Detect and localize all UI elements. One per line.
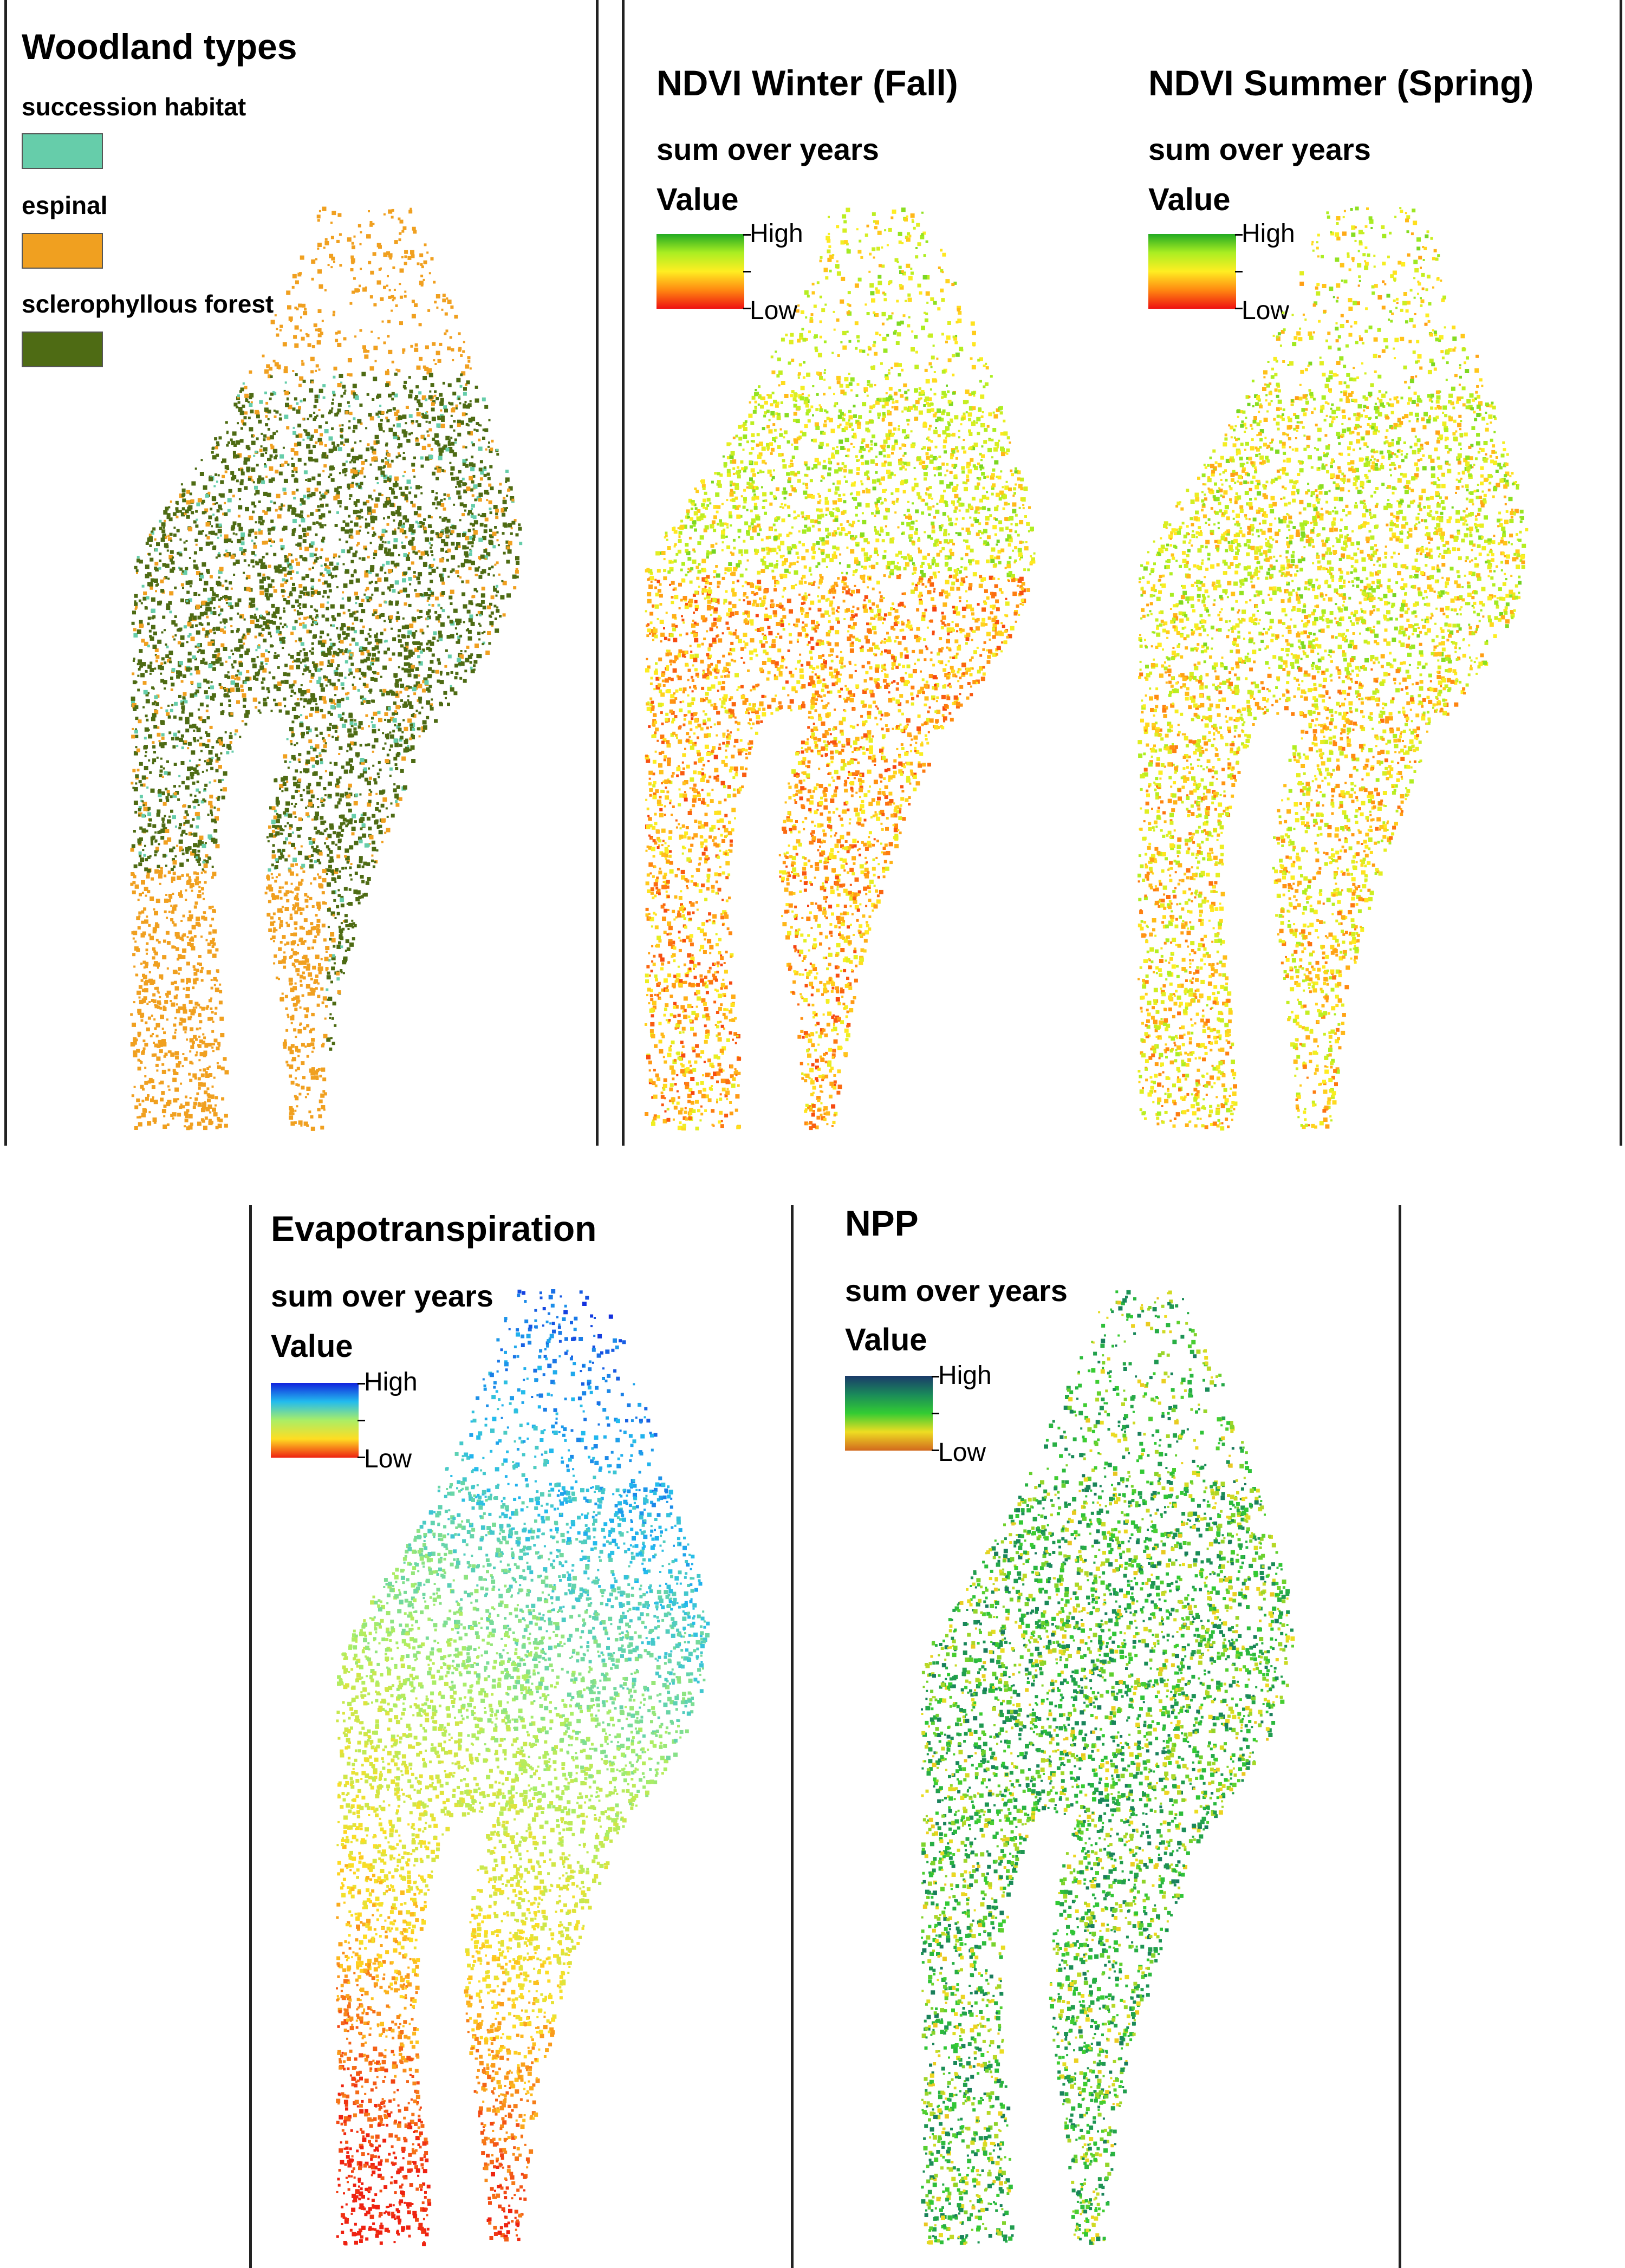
ndvi-winter-map (645, 207, 1036, 1130)
ndvi-summer-map (1138, 206, 1528, 1130)
evapotranspiration-map (336, 1289, 710, 2246)
woodland-types-map (130, 207, 522, 1131)
npp-map (921, 1290, 1295, 2245)
